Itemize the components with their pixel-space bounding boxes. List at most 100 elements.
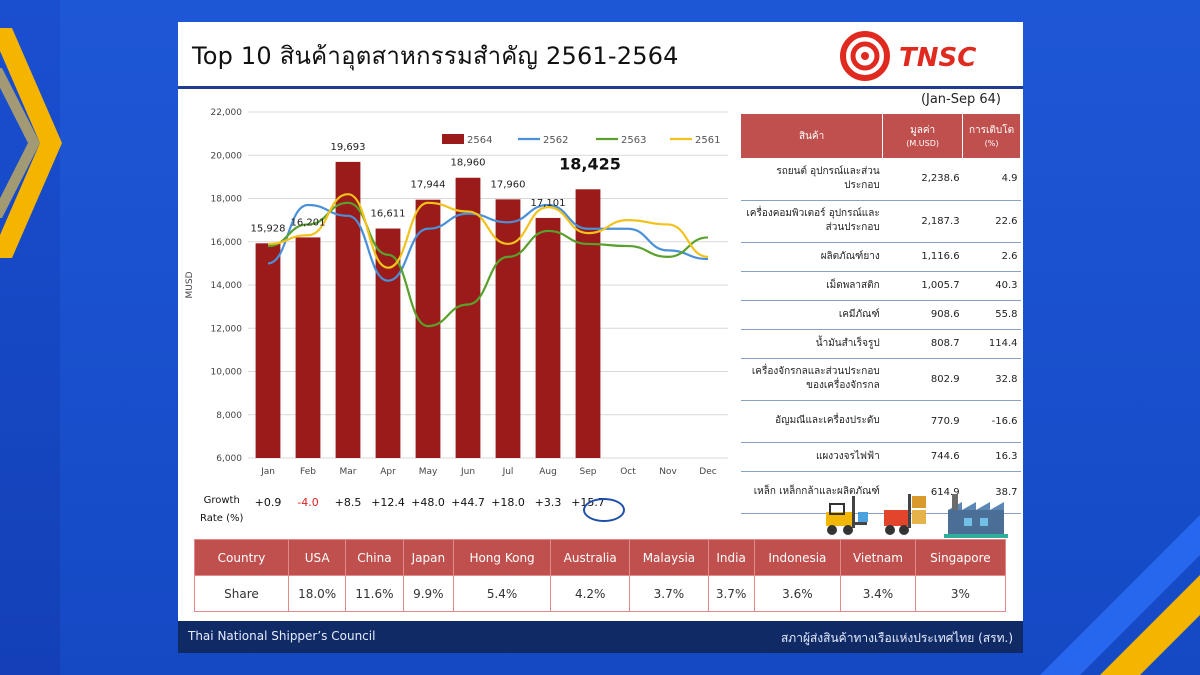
growth-value: +12.4 bbox=[371, 496, 405, 509]
product-growth: -16.6 bbox=[962, 400, 1021, 443]
product-name: เม็ดพลาสติก bbox=[741, 271, 883, 301]
growth-value: +48.0 bbox=[411, 496, 445, 509]
bar bbox=[335, 161, 361, 459]
share-value: 18.0% bbox=[287, 575, 347, 612]
product-value: 1,005.7 bbox=[882, 271, 963, 301]
product-row: น้ำมันสำเร็จรูป 808.7 114.4 bbox=[741, 329, 1021, 359]
share-value: 3% bbox=[914, 575, 1007, 612]
product-growth: 4.9 bbox=[962, 158, 1021, 201]
period-label: (Jan-Sep 64) bbox=[920, 92, 1001, 107]
bar bbox=[535, 217, 561, 458]
product-row: แผงวงจรไฟฟ้า 744.6 16.3 bbox=[741, 442, 1021, 472]
y-tick-label: 22,000 bbox=[211, 108, 243, 118]
product-value: 1,116.6 bbox=[882, 242, 963, 272]
legend-swatch bbox=[442, 134, 464, 144]
slide: Top 10 สินค้าอุตสาหกรรมสำคัญ 2561-2564 T… bbox=[178, 22, 1023, 653]
share-country: Australia bbox=[550, 539, 631, 576]
highlight-value-label: 18,425 bbox=[559, 154, 621, 173]
tnsc-logo: TNSC bbox=[840, 31, 976, 81]
x-tick-label: Jan bbox=[260, 467, 275, 477]
x-tick-label: May bbox=[419, 467, 438, 477]
growth-rate-label: Growth Rate (%) bbox=[200, 492, 243, 528]
growth-value: +44.7 bbox=[451, 496, 485, 509]
header-value-label: มูลค่า bbox=[910, 125, 936, 136]
forklift-icon bbox=[826, 496, 868, 535]
product-value: 808.7 bbox=[882, 329, 963, 359]
x-tick-label: Feb bbox=[300, 467, 316, 477]
country-share-table: Country USA China Japan Hong Kong Australia M… bbox=[194, 539, 1007, 612]
x-tick-label: Jul bbox=[502, 467, 514, 477]
share-country: India bbox=[707, 539, 755, 576]
x-tick-label: Nov bbox=[659, 467, 677, 477]
monthly-export-chart: 6,000 8,000 10,000 12,000 14,000 16,000 18,000… bbox=[185, 108, 728, 477]
gold-chevron-decoration bbox=[0, 28, 62, 258]
product-growth: 16.3 bbox=[962, 442, 1021, 472]
share-country: Indonesia bbox=[753, 539, 842, 576]
y-tick-label: 14,000 bbox=[211, 281, 243, 291]
product-value: 2,187.3 bbox=[882, 200, 963, 243]
header-growth-unit: (%) bbox=[984, 139, 999, 148]
growth-value: +18.0 bbox=[491, 496, 525, 509]
product-name: แผงวงจรไฟฟ้า bbox=[741, 442, 883, 472]
product-growth: 55.8 bbox=[962, 300, 1021, 330]
product-name: อัญมณีและเครื่องประดับ bbox=[741, 400, 883, 443]
product-name: ผลิตภัณฑ์ยาง bbox=[741, 242, 883, 272]
series-line-2562 bbox=[267, 203, 709, 282]
share-value: 3.6% bbox=[753, 575, 842, 612]
legend-label: 2562 bbox=[543, 135, 568, 146]
y-tick-label: 12,000 bbox=[211, 324, 243, 334]
title-rule bbox=[178, 86, 1023, 89]
share-row-label-share: Share bbox=[194, 575, 289, 612]
share-country: Vietnam bbox=[840, 539, 916, 576]
growth-value: +0.9 bbox=[254, 496, 282, 509]
product-row: เคมีภัณฑ์ 908.6 55.8 bbox=[741, 300, 1021, 330]
product-name: เหล็ก เหล็กกล้าและผลิตภัณฑ์ bbox=[741, 471, 883, 514]
share-value: 11.6% bbox=[345, 575, 404, 612]
product-growth: 40.3 bbox=[962, 271, 1021, 301]
footer-organization-th: สภาผู้ส่งสินค้าทางเรือแห่งประเทศไทย (สรท… bbox=[780, 631, 1013, 645]
header-value: มูลค่า (M.USD) bbox=[882, 114, 964, 158]
footer-organization-en: Thai National Shipper’s Council bbox=[188, 629, 376, 643]
series-line-2561 bbox=[267, 193, 709, 269]
header-product: สินค้า bbox=[741, 114, 884, 158]
product-value: 744.6 bbox=[882, 442, 963, 472]
header-growth-label: การเติบโต bbox=[968, 125, 1015, 136]
growth-rate-values: +0.9 -4.0 +8.5 +12.4 +48.0 +44.7 +18.0 +3.3 +15.… bbox=[178, 496, 738, 518]
product-row: เครื่องคอมพิวเตอร์ อุปกรณ์และส่วนประกอบ 2… bbox=[741, 200, 1021, 243]
growth-label-line1: Growth bbox=[203, 495, 240, 506]
product-row: เครื่องจักรกลและส่วนประกอบของเครื่องจักร… bbox=[741, 358, 1021, 401]
y-tick-label: 18,000 bbox=[211, 195, 243, 205]
share-value: 3.7% bbox=[629, 575, 709, 612]
bar-value-label: 18,960 bbox=[451, 158, 486, 169]
factory-icon bbox=[944, 494, 1008, 538]
industry-icons bbox=[826, 494, 1008, 538]
bar-value-label: 17,101 bbox=[531, 198, 566, 209]
share-value: 3.4% bbox=[840, 575, 916, 612]
product-name: เครื่องจักรกลและส่วนประกอบของเครื่องจักร… bbox=[741, 358, 883, 401]
bar-value-label: 17,960 bbox=[491, 179, 526, 190]
top-products-table: สินค้า มูลค่า (M.USD) การเติบโต (%) รถยน… bbox=[741, 114, 1021, 514]
share-country: China bbox=[345, 539, 404, 576]
product-name: เคมีภัณฑ์ bbox=[741, 300, 883, 330]
product-growth: 22.6 bbox=[962, 200, 1021, 243]
forklift-crates-icon bbox=[884, 494, 926, 535]
footer-bar: Thai National Shipper’s Council สภาผู้ส่… bbox=[178, 621, 1023, 653]
bar bbox=[255, 243, 281, 458]
product-value: 908.6 bbox=[882, 300, 963, 330]
bar-value-label: 16,611 bbox=[371, 209, 406, 220]
legend-label: 2561 bbox=[695, 135, 720, 146]
share-value: 3.7% bbox=[707, 575, 755, 612]
y-tick-label: 8,000 bbox=[216, 411, 242, 421]
y-tick-label: 6,000 bbox=[216, 454, 242, 464]
bar-value-label: 15,928 bbox=[251, 223, 286, 234]
x-tick-label: Sep bbox=[580, 467, 597, 477]
bar-value-label: 17,944 bbox=[411, 180, 446, 191]
product-row: อัญมณีและเครื่องประดับ 770.9 -16.6 bbox=[741, 400, 1021, 443]
growth-value: -4.0 bbox=[297, 496, 319, 509]
y-tick-label: 16,000 bbox=[211, 238, 243, 248]
share-country: USA bbox=[287, 539, 347, 576]
product-growth: 2.6 bbox=[962, 242, 1021, 272]
page-title: Top 10 สินค้าอุตสาหกรรมสำคัญ 2561-2564 bbox=[192, 42, 679, 70]
header-value-unit: (M.USD) bbox=[906, 139, 940, 148]
series-line-2563 bbox=[267, 201, 709, 328]
